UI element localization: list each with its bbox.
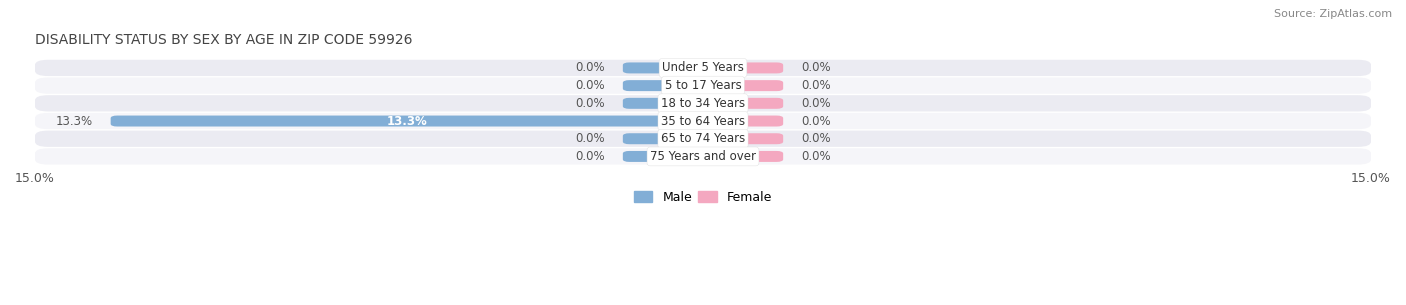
Text: 0.0%: 0.0% — [575, 61, 605, 74]
Text: 0.0%: 0.0% — [801, 61, 831, 74]
Text: 0.0%: 0.0% — [575, 97, 605, 110]
Text: 13.3%: 13.3% — [387, 115, 427, 127]
FancyBboxPatch shape — [703, 116, 783, 127]
FancyBboxPatch shape — [623, 80, 703, 91]
Text: 5 to 17 Years: 5 to 17 Years — [665, 79, 741, 92]
Text: 13.3%: 13.3% — [56, 115, 93, 127]
FancyBboxPatch shape — [623, 151, 703, 162]
Text: 0.0%: 0.0% — [801, 97, 831, 110]
FancyBboxPatch shape — [703, 63, 783, 74]
FancyBboxPatch shape — [35, 148, 1371, 165]
Text: 0.0%: 0.0% — [575, 132, 605, 145]
FancyBboxPatch shape — [35, 131, 1371, 147]
Text: 75 Years and over: 75 Years and over — [650, 150, 756, 163]
FancyBboxPatch shape — [35, 77, 1371, 94]
Text: 35 to 64 Years: 35 to 64 Years — [661, 115, 745, 127]
FancyBboxPatch shape — [35, 60, 1371, 76]
FancyBboxPatch shape — [35, 95, 1371, 111]
Text: 0.0%: 0.0% — [575, 79, 605, 92]
Text: 0.0%: 0.0% — [801, 132, 831, 145]
Text: 65 to 74 Years: 65 to 74 Years — [661, 132, 745, 145]
Text: 18 to 34 Years: 18 to 34 Years — [661, 97, 745, 110]
Legend: Male, Female: Male, Female — [628, 185, 778, 209]
FancyBboxPatch shape — [703, 133, 783, 144]
FancyBboxPatch shape — [623, 98, 703, 109]
Text: Source: ZipAtlas.com: Source: ZipAtlas.com — [1274, 9, 1392, 19]
Text: DISABILITY STATUS BY SEX BY AGE IN ZIP CODE 59926: DISABILITY STATUS BY SEX BY AGE IN ZIP C… — [35, 33, 412, 47]
FancyBboxPatch shape — [703, 98, 783, 109]
Text: Under 5 Years: Under 5 Years — [662, 61, 744, 74]
FancyBboxPatch shape — [111, 116, 703, 127]
Text: 0.0%: 0.0% — [801, 150, 831, 163]
FancyBboxPatch shape — [703, 151, 783, 162]
FancyBboxPatch shape — [703, 80, 783, 91]
FancyBboxPatch shape — [35, 113, 1371, 129]
Text: 0.0%: 0.0% — [801, 79, 831, 92]
FancyBboxPatch shape — [623, 133, 703, 144]
Text: 0.0%: 0.0% — [575, 150, 605, 163]
FancyBboxPatch shape — [623, 63, 703, 74]
Text: 0.0%: 0.0% — [801, 115, 831, 127]
